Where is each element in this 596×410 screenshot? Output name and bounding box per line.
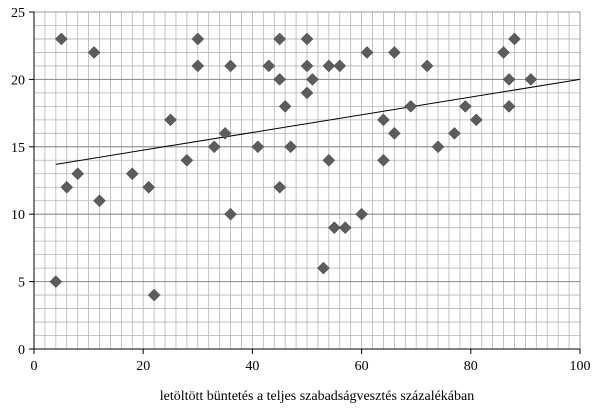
x-axis-title: letöltött büntetés a teljes szabadságves… — [160, 389, 474, 404]
data-point — [508, 32, 521, 46]
data-point — [191, 32, 205, 46]
data-point — [273, 32, 287, 46]
data-point — [377, 153, 390, 167]
data-point — [278, 100, 292, 113]
data-point — [224, 59, 237, 73]
data-point — [273, 73, 287, 86]
data-point — [377, 113, 390, 127]
data-point — [284, 140, 297, 154]
data-point — [497, 46, 510, 59]
x-tick-label: 20 — [136, 359, 150, 374]
y-tick-label: 10 — [11, 208, 25, 223]
data-point — [191, 59, 205, 73]
data-point — [207, 140, 221, 154]
data-point — [300, 59, 314, 73]
data-point — [388, 46, 401, 59]
data-point — [338, 221, 352, 235]
y-tick-label: 0 — [18, 343, 25, 358]
data-point — [49, 275, 63, 288]
data-point — [360, 46, 374, 59]
data-point — [54, 32, 68, 46]
trendline-group — [55, 78, 581, 165]
trendline — [55, 78, 581, 165]
data-point — [469, 113, 483, 127]
x-tick-label: 0 — [31, 359, 38, 374]
data-point — [502, 100, 516, 113]
data-point — [333, 59, 347, 73]
data-point — [306, 73, 319, 86]
x-tick-label: 40 — [245, 359, 259, 374]
data-point — [524, 73, 538, 86]
minor-grid — [34, 12, 580, 349]
y-tick-label: 20 — [11, 73, 25, 88]
data-point — [300, 32, 314, 46]
data-point — [164, 113, 177, 127]
data-point — [218, 126, 232, 140]
y-tick-label: 5 — [18, 276, 25, 291]
data-point — [125, 167, 139, 181]
data-point — [224, 207, 237, 221]
x-tick-labels: 0 20 40 60 80 100 — [31, 359, 591, 374]
data-point — [317, 261, 330, 275]
data-points — [49, 32, 538, 302]
axes — [29, 11, 581, 354]
data-point — [355, 207, 368, 221]
data-point — [431, 140, 445, 154]
x-tick-label: 60 — [355, 359, 369, 374]
data-point — [502, 73, 516, 86]
data-point — [71, 167, 85, 181]
data-point — [322, 59, 336, 73]
data-point — [180, 153, 194, 167]
data-point — [388, 126, 401, 140]
data-point — [327, 221, 341, 235]
data-point — [300, 86, 314, 100]
data-point — [147, 288, 161, 302]
data-point — [458, 100, 472, 113]
y-tick-label: 25 — [11, 6, 25, 21]
data-point — [322, 153, 336, 167]
data-point — [448, 126, 461, 140]
data-point — [87, 46, 101, 59]
data-point — [273, 180, 287, 194]
data-point — [60, 180, 74, 194]
data-point — [420, 59, 434, 73]
y-tick-labels: 0 5 10 15 20 25 — [11, 6, 25, 358]
data-point — [93, 194, 106, 208]
data-point — [142, 180, 156, 194]
y-tick-label: 15 — [11, 141, 25, 156]
data-point — [262, 59, 276, 73]
x-tick-label: 100 — [570, 359, 591, 374]
data-point — [251, 140, 265, 154]
data-point — [404, 100, 418, 113]
x-tick-label: 80 — [464, 359, 478, 374]
